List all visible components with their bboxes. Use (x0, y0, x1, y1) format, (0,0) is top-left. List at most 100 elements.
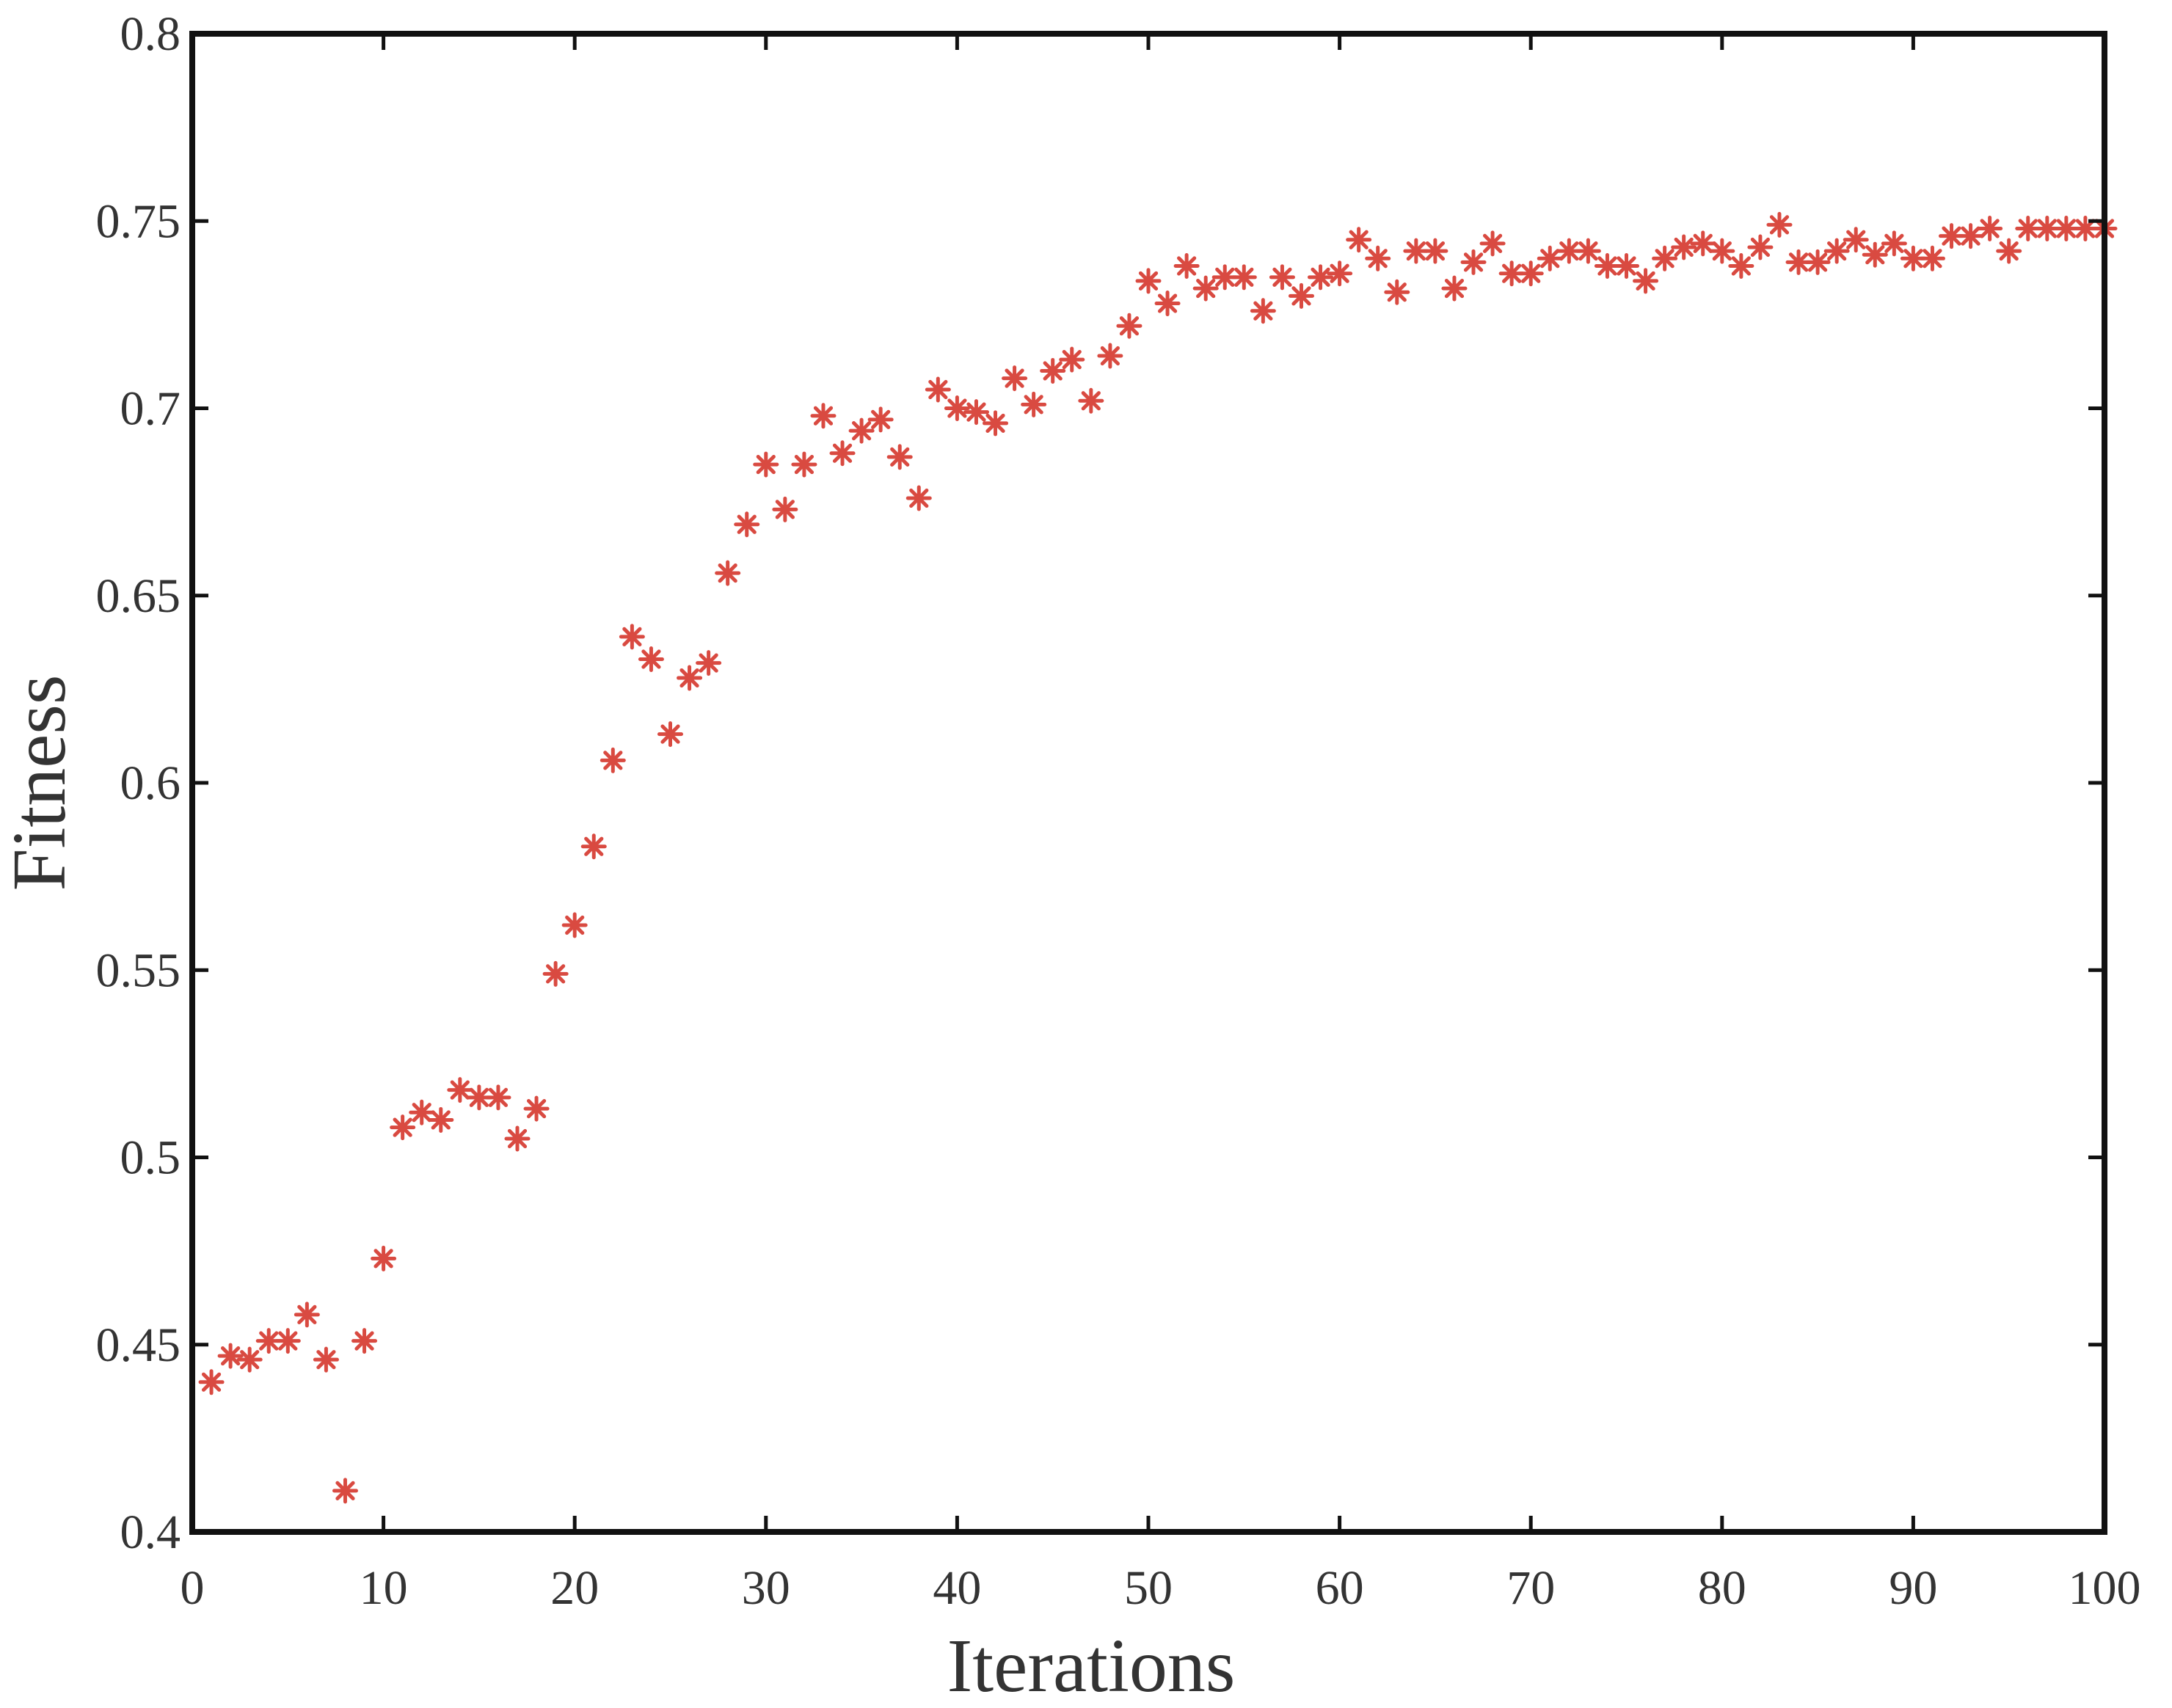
data-point (1346, 227, 1372, 253)
data-point (696, 650, 722, 676)
data-point (1460, 249, 1487, 275)
data-point (983, 410, 1009, 437)
y-tick-label: 0.45 (96, 1318, 181, 1372)
x-tick-label: 100 (2069, 1561, 2141, 1615)
x-tick-label: 0 (181, 1561, 205, 1615)
data-point (1728, 253, 1754, 280)
data-point (409, 1099, 435, 1125)
data-point (848, 417, 875, 444)
data-point (447, 1077, 473, 1103)
data-point (1537, 245, 1563, 271)
data-point (1977, 215, 2003, 241)
x-tick-label: 20 (550, 1561, 599, 1615)
data-point (294, 1302, 320, 1328)
data-point (1021, 391, 1047, 417)
data-point (1843, 227, 1869, 253)
y-tick-label: 0.55 (96, 944, 181, 997)
y-tick-label: 0.6 (120, 756, 181, 810)
data-point (1747, 234, 1774, 260)
data-point (1116, 313, 1143, 339)
data-point (351, 1328, 378, 1354)
data-point (1690, 230, 1716, 257)
data-point (1517, 260, 1544, 287)
data-point (677, 665, 703, 691)
axes-frame (189, 31, 2107, 1535)
data-point (867, 406, 894, 433)
data-point (198, 1369, 225, 1395)
data-point (1766, 211, 1793, 238)
x-tick-label: 30 (742, 1561, 790, 1615)
data-point (1078, 387, 1104, 414)
data-point (1040, 357, 1066, 384)
data-point (1862, 241, 1888, 268)
x-axis-label: Iterations (947, 1624, 1236, 1708)
x-tick-label: 40 (933, 1561, 981, 1615)
data-point (1633, 268, 1659, 294)
data-point (791, 451, 817, 478)
data-point (600, 747, 626, 773)
x-tick-labels: 0 10 20 30 40 50 60 70 80 90 100 (181, 1561, 2141, 1615)
data-point (1919, 245, 1945, 271)
data-point (1192, 275, 1219, 302)
data-point (905, 485, 932, 511)
data-point (1881, 230, 1907, 257)
y-tick-label: 0.5 (120, 1131, 181, 1185)
data-point (1269, 264, 1295, 291)
y-tick-label: 0.4 (120, 1506, 181, 1559)
data-point (580, 833, 607, 860)
data-point (504, 1125, 531, 1152)
data-point (753, 451, 779, 478)
data-point (1958, 223, 1984, 249)
data-point (715, 560, 741, 586)
data-point (1652, 245, 1678, 271)
y-tick-label: 0.8 (120, 7, 181, 61)
data-point (1479, 230, 1506, 257)
data-point (772, 496, 798, 522)
data-point (1709, 238, 1735, 264)
data-point (886, 444, 913, 470)
data-point (1002, 365, 1028, 392)
data-point (485, 1084, 511, 1111)
data-point (1614, 253, 1639, 280)
data-point (1059, 346, 1085, 373)
data-point (523, 1095, 550, 1122)
x-tick-label: 60 (1316, 1561, 1364, 1615)
data-point (1154, 291, 1181, 317)
data-point (925, 376, 951, 403)
data-point (1211, 264, 1238, 291)
data-point (1173, 253, 1200, 280)
data-point (657, 721, 683, 748)
data-point (1250, 298, 1276, 324)
data-point (428, 1106, 454, 1133)
data-point (1365, 245, 1391, 271)
data-point (1308, 264, 1334, 291)
data-point (1422, 238, 1448, 264)
data-point (1575, 238, 1601, 264)
data-point (638, 646, 664, 673)
x-tick-label: 70 (1506, 1561, 1555, 1615)
data-point (1441, 275, 1468, 302)
y-axis-label: Fitness (0, 675, 81, 891)
data-point (829, 440, 856, 467)
y-tick-label: 0.75 (96, 194, 181, 248)
data-point (313, 1346, 339, 1373)
data-point (1804, 249, 1831, 275)
data-point (371, 1245, 397, 1271)
y-tick-label: 0.65 (96, 569, 181, 623)
data-point (1996, 238, 2022, 264)
data-point (1097, 343, 1123, 369)
data-point (332, 1478, 358, 1504)
y-tick-labels: 0.4 0.45 0.5 0.55 0.6 0.65 0.7 0.75 0.8 (96, 7, 181, 1559)
data-point (274, 1328, 301, 1354)
data-point (1288, 282, 1314, 309)
x-tick-label: 10 (360, 1561, 408, 1615)
data-point (1135, 268, 1162, 294)
data-point (1327, 260, 1353, 287)
x-tick-label: 50 (1124, 1561, 1173, 1615)
data-point (236, 1346, 263, 1373)
data-point (963, 399, 989, 426)
data-point (944, 395, 970, 421)
plot-area (198, 211, 2118, 1504)
data-point (619, 624, 645, 650)
x-tick-label: 90 (1889, 1561, 1937, 1615)
